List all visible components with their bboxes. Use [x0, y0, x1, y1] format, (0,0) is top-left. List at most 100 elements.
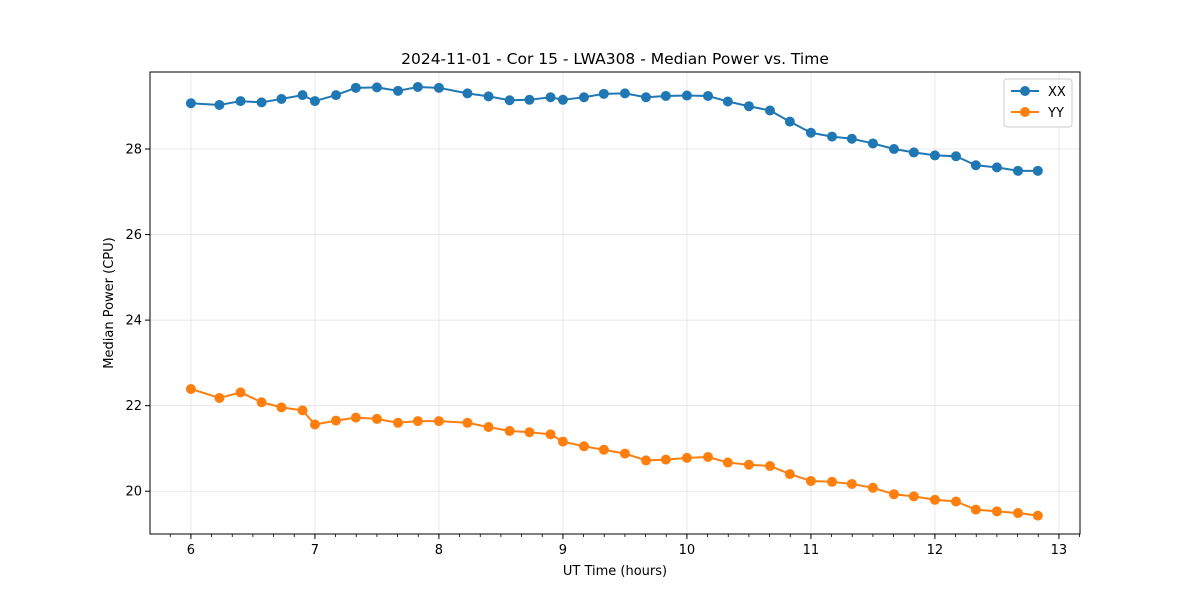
data-point-xx — [433, 82, 444, 93]
data-point-yy — [185, 383, 196, 394]
data-point-yy — [1032, 510, 1043, 521]
data-point-yy — [412, 416, 423, 427]
data-point-xx — [827, 131, 837, 142]
data-point-yy — [681, 452, 692, 463]
data-point-xx — [743, 101, 754, 112]
data-point-xx — [1032, 165, 1043, 176]
x-tick-label: 10 — [679, 543, 696, 558]
data-point-xx — [970, 160, 981, 171]
y-tick-label: 28 — [125, 143, 142, 158]
data-point-yy — [970, 504, 981, 515]
x-tick-label: 11 — [803, 543, 820, 558]
data-point-xx — [545, 92, 556, 103]
data-point-xx — [185, 98, 196, 109]
data-point-yy — [297, 405, 308, 416]
plot-frame — [149, 71, 1081, 535]
data-point-yy — [889, 489, 899, 500]
data-point-yy — [276, 402, 287, 413]
data-point-yy — [827, 476, 837, 487]
x-tick-label: 7 — [311, 543, 319, 558]
data-point-yy — [371, 413, 382, 424]
data-point-yy — [805, 475, 816, 486]
data-point-xx — [703, 90, 713, 101]
data-point-yy — [235, 387, 246, 398]
data-point-yy — [846, 478, 857, 489]
data-point-xx — [951, 151, 961, 162]
data-point-xx — [579, 92, 589, 103]
data-point-yy — [309, 419, 320, 430]
x-tick-label: 9 — [559, 543, 567, 558]
data-point-xx — [660, 90, 671, 101]
data-point-yy — [256, 397, 267, 408]
data-point-xx — [929, 150, 940, 161]
data-point-yy — [483, 422, 494, 433]
data-point-xx — [235, 96, 246, 107]
data-point-yy — [433, 416, 444, 427]
series-layer — [185, 81, 1043, 521]
data-point-yy — [784, 469, 795, 480]
data-point-yy — [867, 482, 878, 493]
data-point-xx — [805, 127, 816, 138]
chart-title: 2024-11-01 - Cor 15 - LWA308 - Median Po… — [401, 50, 829, 68]
data-point-yy — [641, 455, 651, 466]
data-point-yy — [660, 454, 671, 465]
data-point-xx — [619, 88, 630, 99]
data-point-xx — [598, 88, 609, 99]
data-point-yy — [331, 415, 341, 426]
y-tick-label: 22 — [125, 399, 142, 414]
data-point-xx — [214, 99, 225, 110]
data-point-xx — [331, 90, 341, 101]
data-point-xx — [462, 88, 473, 99]
data-point-yy — [214, 392, 225, 403]
data-point-xx — [524, 94, 535, 105]
data-point-yy — [557, 436, 568, 447]
data-point-yy — [598, 444, 609, 455]
data-point-xx — [1013, 165, 1023, 176]
data-point-yy — [951, 496, 961, 507]
data-point-xx — [557, 94, 568, 105]
data-point-yy — [743, 459, 754, 470]
data-point-xx — [309, 96, 320, 107]
series-xx — [185, 81, 1043, 176]
data-point-yy — [908, 491, 919, 502]
y-axis-label: Median Power (CPU) — [102, 237, 117, 368]
data-point-yy — [393, 417, 403, 428]
data-point-yy — [579, 441, 589, 452]
data-point-yy — [524, 427, 535, 438]
x-tick-label: 12 — [927, 543, 944, 558]
data-point-yy — [545, 429, 556, 440]
data-point-yy — [722, 457, 733, 468]
data-point-yy — [991, 506, 1002, 517]
series-yy — [185, 383, 1043, 521]
legend-label-yy: YY — [1047, 106, 1064, 121]
data-point-yy — [350, 412, 361, 423]
data-point-yy — [1013, 508, 1023, 519]
grid — [150, 72, 1080, 534]
x-tick-label: 13 — [1051, 543, 1068, 558]
y-tick-label: 20 — [125, 485, 142, 500]
legend-label-xx: XX — [1048, 85, 1066, 100]
data-point-yy — [619, 448, 630, 459]
data-point-xx — [889, 144, 899, 154]
data-point-xx — [393, 85, 403, 96]
data-point-xx — [371, 82, 382, 93]
data-point-xx — [991, 162, 1002, 173]
data-point-xx — [297, 90, 308, 101]
data-point-xx — [722, 96, 733, 107]
data-point-xx — [681, 90, 692, 101]
data-point-xx — [641, 92, 651, 103]
data-point-xx — [765, 105, 775, 116]
data-point-xx — [412, 81, 423, 92]
data-point-xx — [483, 91, 494, 102]
x-tick-label: 6 — [187, 543, 195, 558]
x-axis-label: UT Time (hours) — [563, 564, 667, 579]
legend: XX YY — [1003, 78, 1073, 128]
legend-marker-xx — [1020, 86, 1030, 96]
data-point-xx — [256, 97, 267, 108]
x-tick-label: 8 — [435, 543, 443, 558]
data-point-yy — [765, 460, 775, 471]
data-point-xx — [350, 82, 361, 93]
data-point-yy — [929, 494, 940, 505]
